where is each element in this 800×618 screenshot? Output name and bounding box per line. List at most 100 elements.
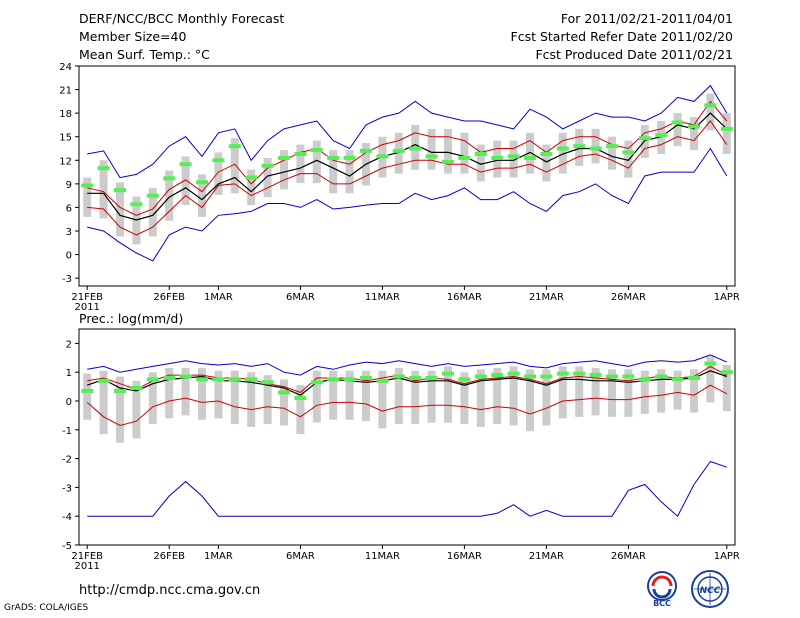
- prec-spread-box: [591, 367, 600, 416]
- temp-observed-marker: [704, 103, 717, 108]
- prec-x-tick-label: 21FEB: [71, 551, 103, 562]
- prec-observed-marker: [228, 377, 241, 382]
- temp-observed-marker: [360, 148, 372, 153]
- prec-series-lower: [86, 384, 728, 427]
- prec-spread-box: [509, 366, 518, 426]
- temp-spread-box: [214, 152, 223, 195]
- temp-spread-box: [673, 113, 682, 147]
- temp-observed-marker: [97, 166, 110, 171]
- prec-observed-marker: [720, 370, 733, 375]
- temp-spread-box: [312, 140, 321, 184]
- temp-observed-marker: [294, 152, 307, 156]
- prec-observed-marker: [671, 377, 684, 382]
- prec-x-tick-label: 21MAR: [529, 551, 564, 562]
- temp-x-tick-label: 16MAR: [447, 292, 482, 303]
- prec-observed-marker: [458, 377, 471, 382]
- temp-series-lower: [87, 120, 728, 236]
- temp-observed-marker: [442, 159, 454, 164]
- prec-observed-marker: [130, 386, 143, 391]
- temp-spread-box: [165, 170, 174, 221]
- temp-x-tick-label: 21FEB: [71, 292, 103, 303]
- prec-y-tick-label: -3: [62, 483, 72, 494]
- temp-x-tick-label: 26MAR: [611, 292, 646, 303]
- temp-observed-marker: [146, 193, 159, 198]
- prec-observed-marker: [261, 380, 274, 385]
- prec-observed-marker: [81, 388, 94, 393]
- prec-observed-marker: [294, 396, 307, 401]
- prec-series-mean: [86, 370, 727, 396]
- prec-observed-marker: [146, 377, 159, 382]
- temp-observed-marker: [310, 148, 323, 153]
- bcc-logo-text: BCC: [653, 599, 671, 608]
- temp-observed-marker: [688, 124, 700, 129]
- prec-y-tick-label: 0: [66, 397, 72, 408]
- prec-spread-box: [296, 385, 305, 435]
- prec-x-tick-label: 26MAR: [611, 551, 646, 562]
- prec-observed-marker: [442, 371, 454, 376]
- temp-spread-box: [329, 150, 338, 194]
- temp-spread-box: [296, 144, 305, 184]
- prec-spread-box: [673, 370, 682, 410]
- prec-observed-marker: [376, 378, 389, 383]
- prec-observed-marker: [245, 377, 258, 382]
- temp-spread-box: [526, 132, 534, 174]
- temp-observed-marker: [163, 176, 176, 181]
- temp-observed-marker: [327, 155, 340, 160]
- temp-series-mean: [87, 112, 728, 221]
- prec-y-tick-label: -4: [62, 512, 72, 523]
- temp-observed-marker: [638, 136, 651, 141]
- temp-series-max: [87, 84, 728, 179]
- prec-spread-box: [99, 370, 108, 435]
- temp-spread-box: [558, 132, 567, 174]
- prec-series-min: [87, 460, 727, 517]
- prec-spread-box: [230, 370, 239, 425]
- prec-spread-box: [493, 367, 502, 425]
- prec-spread-box: [83, 373, 92, 420]
- prec-observed-marker: [392, 374, 405, 379]
- prec-spread-box: [148, 372, 157, 425]
- source-url[interactable]: http://cmdp.ncc.cma.gov.cn: [79, 583, 261, 598]
- temp-spread-box: [345, 150, 354, 194]
- prec-observed-marker: [524, 374, 536, 379]
- temp-x-tick-label: 11MAR: [365, 292, 400, 303]
- temp-y-tick-label: 6: [66, 203, 72, 214]
- chart-title: DERF/NCC/BCC Monthly Forecast: [79, 11, 285, 26]
- temp-spread-box: [280, 150, 288, 190]
- prec-y-tick-label: -2: [62, 455, 72, 466]
- temp-spread-box: [706, 93, 715, 131]
- prec-observed-marker: [655, 374, 668, 379]
- temp-observed-marker: [196, 180, 208, 185]
- prec-y-tick-label: 1: [66, 368, 72, 379]
- prec-series-max: [87, 354, 728, 376]
- prec-spread-box: [181, 367, 190, 416]
- prec-spread-box: [214, 370, 223, 419]
- prec-x-tick-label: 1APR: [714, 551, 740, 562]
- temp-observed-marker: [573, 144, 586, 149]
- temp-spread-box: [509, 140, 518, 178]
- temp-spread-box: [148, 187, 157, 237]
- prec-series-upper: [87, 365, 728, 393]
- temp-spread-box: [394, 132, 403, 174]
- prec-spread-box: [657, 369, 666, 413]
- temp-observed-marker: [491, 155, 504, 160]
- prec-x-tick-label: 11MAR: [365, 551, 400, 562]
- prec-spread-box: [444, 366, 452, 423]
- member-size: Member Size=40: [79, 29, 187, 44]
- temp-spread-box: [444, 128, 452, 174]
- temp-y-tick-label: 21: [59, 86, 72, 97]
- temp-y-tick-label: 18: [59, 109, 72, 120]
- temp-observed-marker: [81, 183, 94, 188]
- temp-observed-marker: [655, 133, 668, 138]
- temp-spread-box: [476, 144, 485, 182]
- temp-observed-marker: [507, 154, 520, 159]
- prec-observed-marker: [573, 371, 586, 376]
- prec-spread-box: [394, 367, 403, 425]
- prec-spread-box: [526, 369, 534, 432]
- prec-spread-box: [116, 376, 124, 443]
- fcst-produced-date: Fcst Produced Date 2011/02/21: [535, 47, 733, 62]
- temp-observed-marker: [524, 155, 536, 160]
- prec-observed-marker: [179, 374, 192, 379]
- temp-spread-box: [427, 128, 436, 170]
